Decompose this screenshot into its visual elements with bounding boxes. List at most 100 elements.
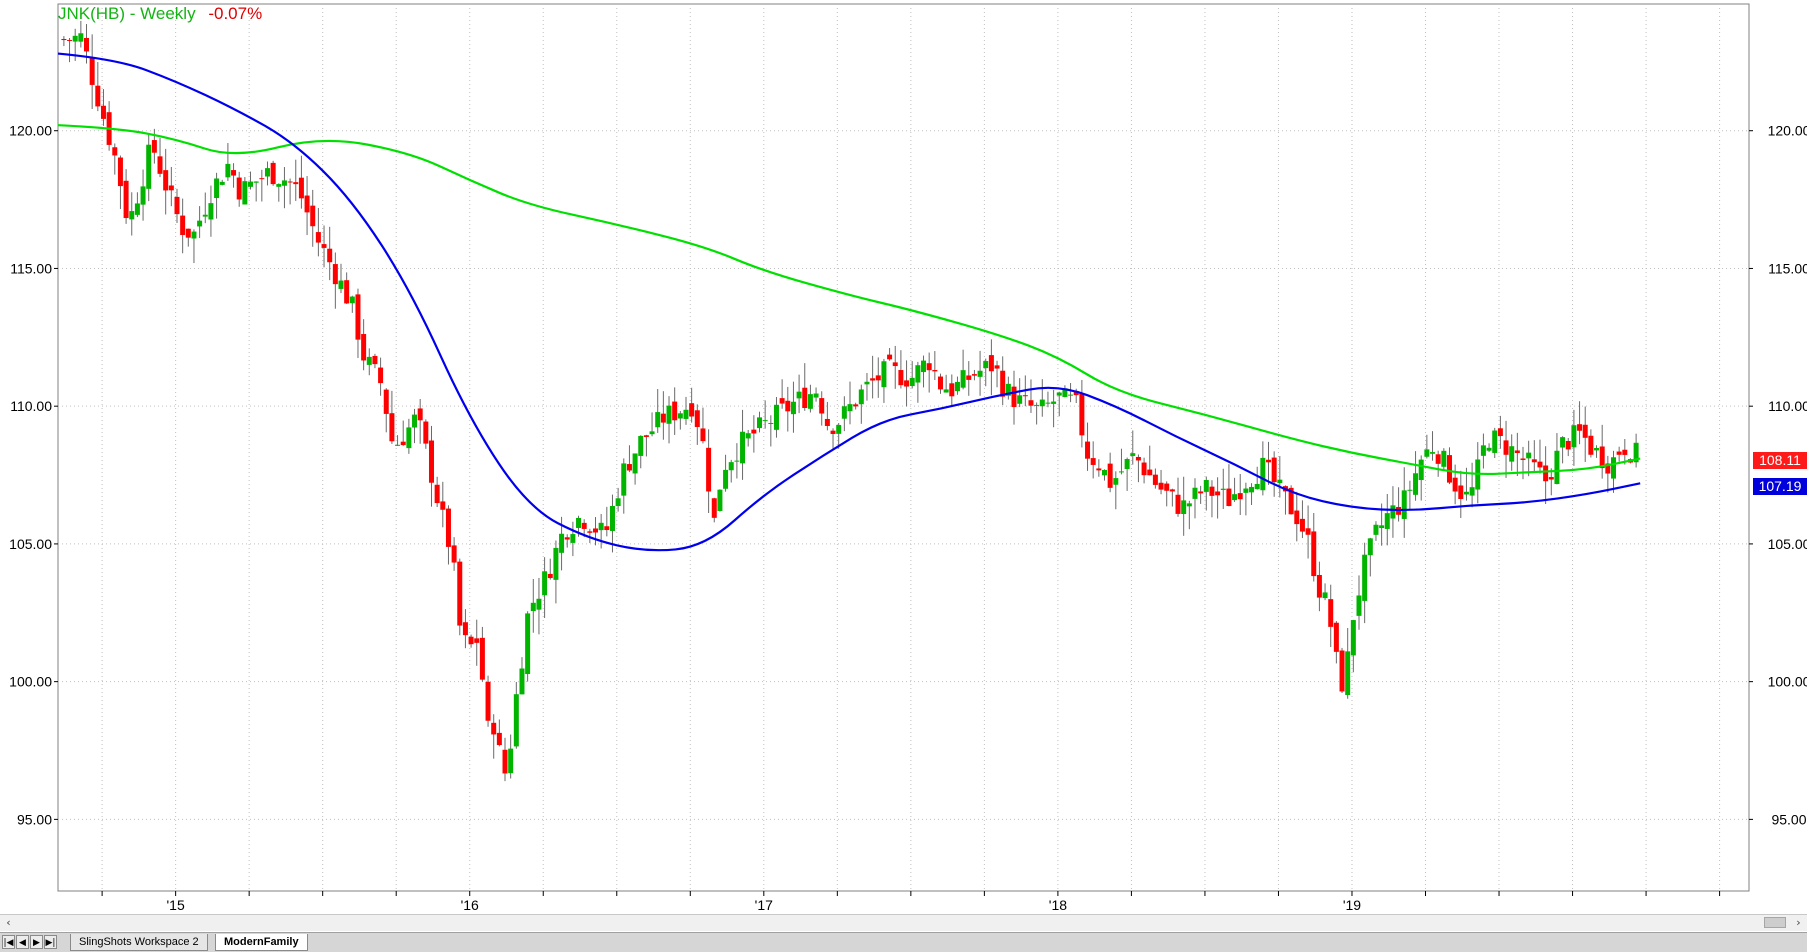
candle-up — [1633, 442, 1639, 463]
candle-up — [1203, 480, 1209, 492]
candle-up — [1068, 394, 1074, 396]
candle-down — [926, 363, 932, 371]
candle-up — [1192, 487, 1198, 499]
candle-down — [694, 410, 700, 428]
candle-down — [1141, 462, 1147, 476]
candle-up — [796, 391, 802, 399]
candle-down — [887, 354, 893, 360]
candle-down — [824, 418, 830, 426]
candle-up — [1056, 392, 1062, 396]
scroll-left-arrow-icon[interactable]: ‹ — [6, 916, 11, 929]
candle-down — [163, 170, 169, 191]
candle-down — [1175, 494, 1181, 514]
candle-down — [61, 38, 67, 41]
candle-up — [1526, 452, 1532, 459]
candle-up — [960, 370, 966, 388]
candle-up — [1005, 383, 1011, 396]
candle-down — [1000, 370, 1006, 397]
scroll-thumb[interactable] — [1764, 917, 1786, 928]
candle-up — [666, 405, 672, 424]
candle-down — [870, 378, 876, 381]
candle-down — [1209, 486, 1215, 496]
candle-up — [1062, 388, 1068, 397]
candle-up — [1486, 447, 1492, 451]
candle-down — [779, 398, 785, 404]
candle-up — [134, 203, 140, 215]
candle-down — [875, 375, 881, 381]
candle-down — [892, 362, 898, 367]
candle-up — [248, 181, 254, 187]
candle-up — [72, 35, 78, 42]
next-tab-icon[interactable]: ▶ — [30, 935, 43, 949]
candle-down — [1288, 487, 1294, 515]
candle-down — [1271, 457, 1277, 483]
candle-down — [904, 380, 910, 387]
candle-down — [95, 85, 101, 107]
candle-up — [513, 694, 519, 747]
candle-down — [751, 429, 757, 434]
candle-up — [881, 361, 887, 388]
candle-up — [847, 404, 853, 412]
price-tag-ma: 107.19 — [1753, 478, 1807, 495]
candle-up — [412, 414, 418, 428]
candle-up — [1430, 452, 1436, 454]
candle-down — [1022, 395, 1028, 397]
tab-modernfamily[interactable]: ModernFamily — [215, 934, 308, 951]
candle-down — [1328, 599, 1334, 627]
candle-down — [802, 387, 808, 408]
candle-down — [123, 180, 129, 219]
candle-up — [921, 360, 927, 373]
candle-down — [1226, 488, 1232, 507]
candle-up — [519, 668, 525, 695]
candle-up — [1017, 395, 1023, 404]
candle-up — [1418, 459, 1424, 481]
candle-down — [293, 182, 299, 185]
candle-down — [440, 501, 446, 510]
candle-down — [84, 37, 90, 52]
candle-up — [1254, 484, 1260, 490]
prev-tab-icon[interactable]: ◀ — [16, 935, 29, 949]
candle-down — [1305, 528, 1311, 535]
candle-up — [745, 433, 751, 439]
last-tab-icon[interactable]: ▶| — [44, 935, 57, 949]
candle-down — [180, 215, 186, 235]
candle-down — [1152, 474, 1158, 485]
tab-slingshots-workspace[interactable]: SlingShots Workspace 2 — [70, 934, 208, 951]
candle-down — [502, 749, 508, 774]
candle-up — [858, 389, 864, 405]
candle-up — [1554, 450, 1560, 485]
candle-up — [1610, 457, 1616, 479]
candle-down — [643, 435, 649, 437]
candle-down — [1096, 468, 1102, 471]
candle-up — [406, 427, 412, 449]
candle-down — [700, 428, 706, 442]
candle-up — [508, 748, 514, 774]
candle-up — [1113, 478, 1119, 485]
first-tab-icon[interactable]: |◀ — [2, 935, 15, 949]
candle-up — [598, 522, 604, 531]
candle-up — [140, 186, 146, 205]
candle-down — [185, 228, 191, 238]
candle-down — [100, 105, 106, 119]
candle-down — [112, 147, 118, 156]
horizontal-scrollbar[interactable]: ‹ › — [0, 914, 1807, 931]
candle-down — [1158, 482, 1164, 490]
candle-up — [1463, 491, 1469, 495]
candle-up — [366, 356, 372, 365]
candle-down — [236, 177, 242, 200]
candle-down — [547, 573, 553, 579]
candle-down — [604, 526, 610, 531]
candle-down — [287, 181, 293, 183]
candle-up — [78, 33, 84, 42]
candle-down — [593, 528, 599, 533]
candle-up — [225, 163, 231, 178]
y-tick-label-left: 115.00 — [10, 260, 52, 276]
candle-up — [276, 184, 282, 187]
candle-down — [1565, 440, 1571, 450]
candle-up — [638, 435, 644, 456]
x-tick-label: '17 — [755, 897, 773, 913]
scroll-right-arrow-icon[interactable]: › — [1796, 916, 1801, 929]
y-tick-label-left: 110.00 — [10, 398, 52, 414]
candle-down — [355, 294, 361, 340]
